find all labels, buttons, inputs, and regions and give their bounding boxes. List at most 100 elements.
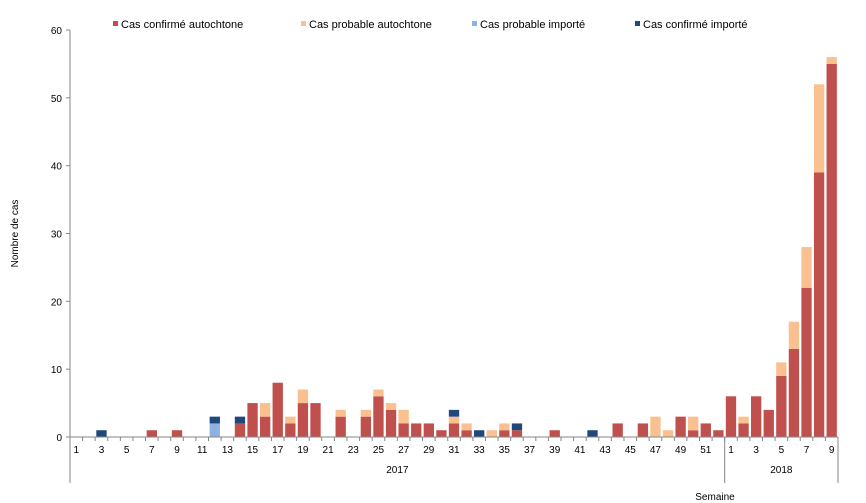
x-tick-label: 35: [499, 445, 511, 456]
year-label: 2017: [386, 465, 409, 476]
bar-segment: [335, 416, 346, 437]
x-tick-label: 5: [779, 445, 785, 456]
x-tick-label: 19: [297, 445, 309, 456]
y-tick-label: 20: [51, 297, 63, 308]
bar-segment: [499, 430, 510, 437]
x-tick-label: 1: [728, 445, 734, 456]
bars: [96, 57, 837, 438]
year-label: 2018: [770, 465, 793, 476]
y-axis: 0 10 20 30 40 50 60: [51, 26, 71, 444]
x-axis: 1 3 5 7 9 11 13 15 17 19 21 23 25 27 29 31 33 35 37 39 41 43 4…: [69, 436, 839, 483]
bar-segment: [713, 430, 724, 437]
bar-segment: [776, 375, 787, 437]
bar-segment: [398, 409, 409, 424]
bar-segment: [247, 403, 258, 437]
bar-segment: [259, 416, 271, 437]
y-tick-label: 10: [51, 365, 63, 376]
x-tick-label: 15: [247, 445, 259, 456]
bar-segment: [448, 409, 460, 417]
legend-swatch: [113, 21, 118, 26]
bar-segment: [725, 396, 737, 437]
legend-label: Cas confirmé importé: [643, 19, 748, 31]
bar-segment: [637, 423, 649, 437]
bar-segment: [776, 362, 787, 376]
bar-segment: [826, 63, 837, 438]
bar-segment: [549, 430, 560, 437]
bar-segment: [272, 382, 283, 437]
bar-segment: [411, 423, 422, 437]
x-tick-label: 33: [474, 445, 486, 456]
x-tick-label: 43: [600, 445, 612, 456]
bar-segment: [234, 423, 246, 437]
bar-segment: [297, 389, 309, 404]
bar-segment: [499, 423, 510, 431]
bar-segment: [310, 403, 321, 437]
bar-segment: [285, 416, 296, 424]
bar-segment: [688, 416, 699, 431]
x-tick-label: 37: [524, 445, 536, 456]
bar-segment: [511, 430, 523, 437]
x-tick-label: 7: [804, 445, 810, 456]
bar-segment: [813, 172, 825, 437]
bar-segment: [675, 416, 686, 437]
bar-segment: [801, 287, 812, 437]
x-tick-label: 27: [398, 445, 410, 456]
bar-segment: [234, 416, 246, 424]
bar-segment: [385, 409, 397, 437]
bar-segment: [285, 423, 296, 437]
x-tick-label: 31: [448, 445, 460, 456]
bar-segment: [474, 430, 485, 437]
bar-segment: [448, 416, 460, 424]
x-tick-label: 25: [373, 445, 385, 456]
legend-label: Cas confirmé autochtone: [121, 19, 243, 31]
x-tick-label: 17: [272, 445, 284, 456]
bar-segment: [398, 423, 409, 437]
legend-label: Cas probable importé: [480, 19, 585, 31]
bar-segment: [171, 430, 183, 437]
bar-segment: [385, 403, 397, 410]
bar-segment: [486, 430, 497, 437]
bar-segment: [826, 57, 837, 64]
x-axis-title: Semaine: [695, 492, 735, 503]
bar-segment: [788, 321, 800, 349]
bar-segment: [650, 416, 661, 437]
bar-segment: [738, 416, 749, 424]
bar-segment: [813, 84, 825, 173]
x-tick-label: 13: [222, 445, 234, 456]
legend: Cas confirmé autochtone Cas probable auto…: [113, 19, 748, 31]
bar-segment: [146, 430, 157, 437]
y-tick-label: 0: [56, 433, 62, 444]
x-tick-label: 29: [423, 445, 435, 456]
bar-segment: [511, 423, 523, 431]
bar-segment: [700, 423, 711, 437]
x-tick-label: 7: [149, 445, 155, 456]
x-tick-label: 23: [348, 445, 360, 456]
legend-swatch: [301, 21, 306, 26]
x-tick-label: 21: [323, 445, 335, 456]
legend-label: Cas probable autochtone: [309, 19, 432, 31]
x-tick-label: 3: [99, 445, 105, 456]
bar-segment: [448, 423, 460, 437]
bar-segment: [96, 430, 107, 437]
bar-segment: [436, 430, 447, 437]
bar-segment: [461, 430, 472, 437]
x-tick-label: 51: [700, 445, 712, 456]
bar-segment: [751, 396, 762, 437]
y-tick-label: 30: [51, 230, 63, 241]
bar-segment: [461, 423, 472, 431]
bar-segment: [209, 423, 220, 437]
x-tick-label: 45: [625, 445, 637, 456]
bar-segment: [373, 396, 384, 437]
bar-segment: [209, 416, 220, 424]
bar-segment: [801, 247, 812, 288]
y-tick-label: 40: [51, 162, 63, 173]
bar-segment: [335, 409, 346, 417]
x-tick-label: 49: [675, 445, 687, 456]
bar-segment: [373, 389, 384, 397]
bar-segment: [612, 423, 623, 437]
y-tick-label: 60: [51, 26, 63, 37]
bar-segment: [259, 403, 271, 417]
bar-segment: [587, 430, 598, 437]
legend-swatch: [635, 21, 640, 26]
